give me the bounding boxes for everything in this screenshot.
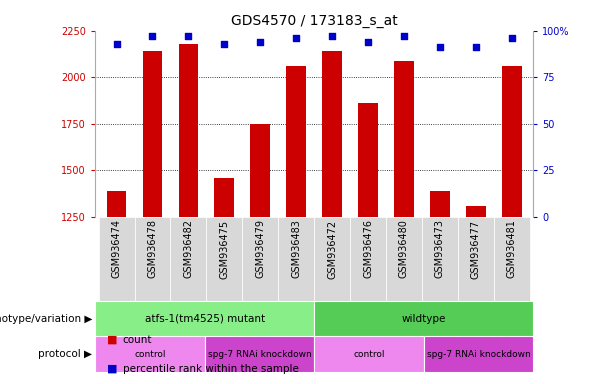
Bar xyxy=(424,336,533,372)
Bar xyxy=(422,217,458,301)
Point xyxy=(148,33,158,40)
Bar xyxy=(99,217,134,301)
Text: ■: ■ xyxy=(107,335,121,345)
Text: GSM936478: GSM936478 xyxy=(148,220,158,278)
Bar xyxy=(350,217,386,301)
Bar xyxy=(286,66,306,217)
Text: GSM936483: GSM936483 xyxy=(291,220,301,278)
Bar xyxy=(250,124,270,217)
Point xyxy=(256,39,265,45)
Text: control: control xyxy=(353,350,385,359)
Point xyxy=(399,33,409,40)
Text: atfs-1(tm4525) mutant: atfs-1(tm4525) mutant xyxy=(145,314,265,324)
Point xyxy=(327,33,337,40)
Text: count: count xyxy=(123,335,152,345)
Text: control: control xyxy=(134,350,166,359)
Bar xyxy=(178,44,198,217)
Point xyxy=(363,39,373,45)
Text: GSM936481: GSM936481 xyxy=(507,220,517,278)
Text: GSM936480: GSM936480 xyxy=(399,220,409,278)
Text: protocol ▶: protocol ▶ xyxy=(38,349,92,359)
Bar xyxy=(394,61,414,217)
Title: GDS4570 / 173183_s_at: GDS4570 / 173183_s_at xyxy=(230,14,398,28)
Text: GSM936475: GSM936475 xyxy=(219,220,229,279)
Text: spg-7 RNAi knockdown: spg-7 RNAi knockdown xyxy=(208,350,311,359)
Point xyxy=(507,35,517,41)
Text: spg-7 RNAi knockdown: spg-7 RNAi knockdown xyxy=(427,350,530,359)
Bar xyxy=(242,217,278,301)
Text: GSM936474: GSM936474 xyxy=(112,220,121,278)
Text: wildtype: wildtype xyxy=(402,314,446,324)
Bar xyxy=(143,51,162,217)
Bar xyxy=(134,217,170,301)
Text: GSM936479: GSM936479 xyxy=(255,220,265,278)
Text: GSM936477: GSM936477 xyxy=(471,220,481,279)
Bar xyxy=(207,217,242,301)
Text: GSM936482: GSM936482 xyxy=(183,220,194,278)
Bar xyxy=(458,217,494,301)
Text: ■: ■ xyxy=(107,364,121,374)
Point xyxy=(112,41,121,47)
Bar xyxy=(314,217,350,301)
Bar xyxy=(314,336,424,372)
Bar xyxy=(205,336,314,372)
Point xyxy=(291,35,301,41)
Bar xyxy=(430,191,450,217)
Point xyxy=(471,45,481,51)
Text: GSM936473: GSM936473 xyxy=(435,220,445,278)
Text: GSM936472: GSM936472 xyxy=(327,220,337,279)
Bar xyxy=(466,206,485,217)
Text: percentile rank within the sample: percentile rank within the sample xyxy=(123,364,299,374)
Bar xyxy=(494,217,530,301)
Text: genotype/variation ▶: genotype/variation ▶ xyxy=(0,314,92,324)
Bar xyxy=(386,217,422,301)
Bar xyxy=(502,66,522,217)
Point xyxy=(435,45,445,51)
Bar xyxy=(215,178,234,217)
Text: GSM936476: GSM936476 xyxy=(363,220,373,278)
Bar xyxy=(322,51,342,217)
Bar xyxy=(95,301,314,336)
Bar xyxy=(95,336,205,372)
Point xyxy=(183,33,193,40)
Bar xyxy=(358,103,378,217)
Point xyxy=(219,41,229,47)
Bar xyxy=(170,217,207,301)
Bar xyxy=(314,301,533,336)
Bar xyxy=(278,217,314,301)
Bar xyxy=(107,191,126,217)
